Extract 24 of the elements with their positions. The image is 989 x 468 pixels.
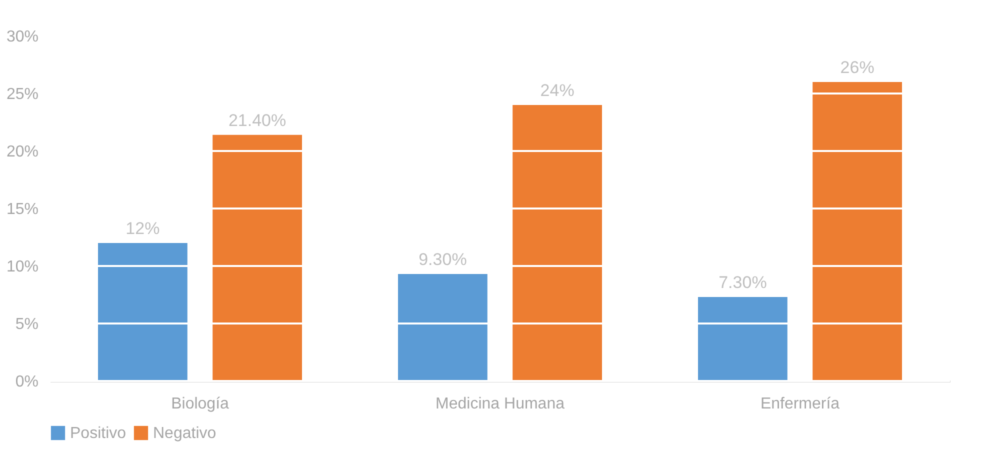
legend-label: Negativo bbox=[153, 425, 216, 442]
data-label: 26% bbox=[840, 58, 874, 77]
bar bbox=[212, 134, 302, 381]
x-tick-label: Biología bbox=[171, 396, 230, 412]
bar bbox=[98, 243, 188, 381]
x-tick-label: Medicina Humana bbox=[436, 396, 565, 412]
y-tick-label: 30% bbox=[6, 28, 38, 46]
legend-label: Positivo bbox=[70, 425, 126, 442]
bar bbox=[512, 105, 602, 381]
data-label: 7.30% bbox=[718, 273, 767, 292]
x-tick-label: Enfermería bbox=[760, 396, 840, 412]
y-tick-label: 10% bbox=[6, 258, 38, 276]
y-tick-label: 5% bbox=[15, 316, 38, 333]
y-tick-label: 25% bbox=[6, 86, 38, 103]
bar bbox=[398, 274, 488, 381]
data-label: 24% bbox=[540, 81, 574, 100]
bar bbox=[812, 82, 902, 381]
data-label: 21.40% bbox=[228, 110, 286, 130]
data-label: 9.30% bbox=[418, 250, 467, 270]
y-tick-label: 15% bbox=[6, 201, 38, 218]
bar bbox=[698, 297, 788, 381]
y-tick-label: 0% bbox=[15, 374, 38, 390]
data-label: 12% bbox=[126, 219, 160, 238]
y-tick-label: 20% bbox=[6, 144, 38, 160]
